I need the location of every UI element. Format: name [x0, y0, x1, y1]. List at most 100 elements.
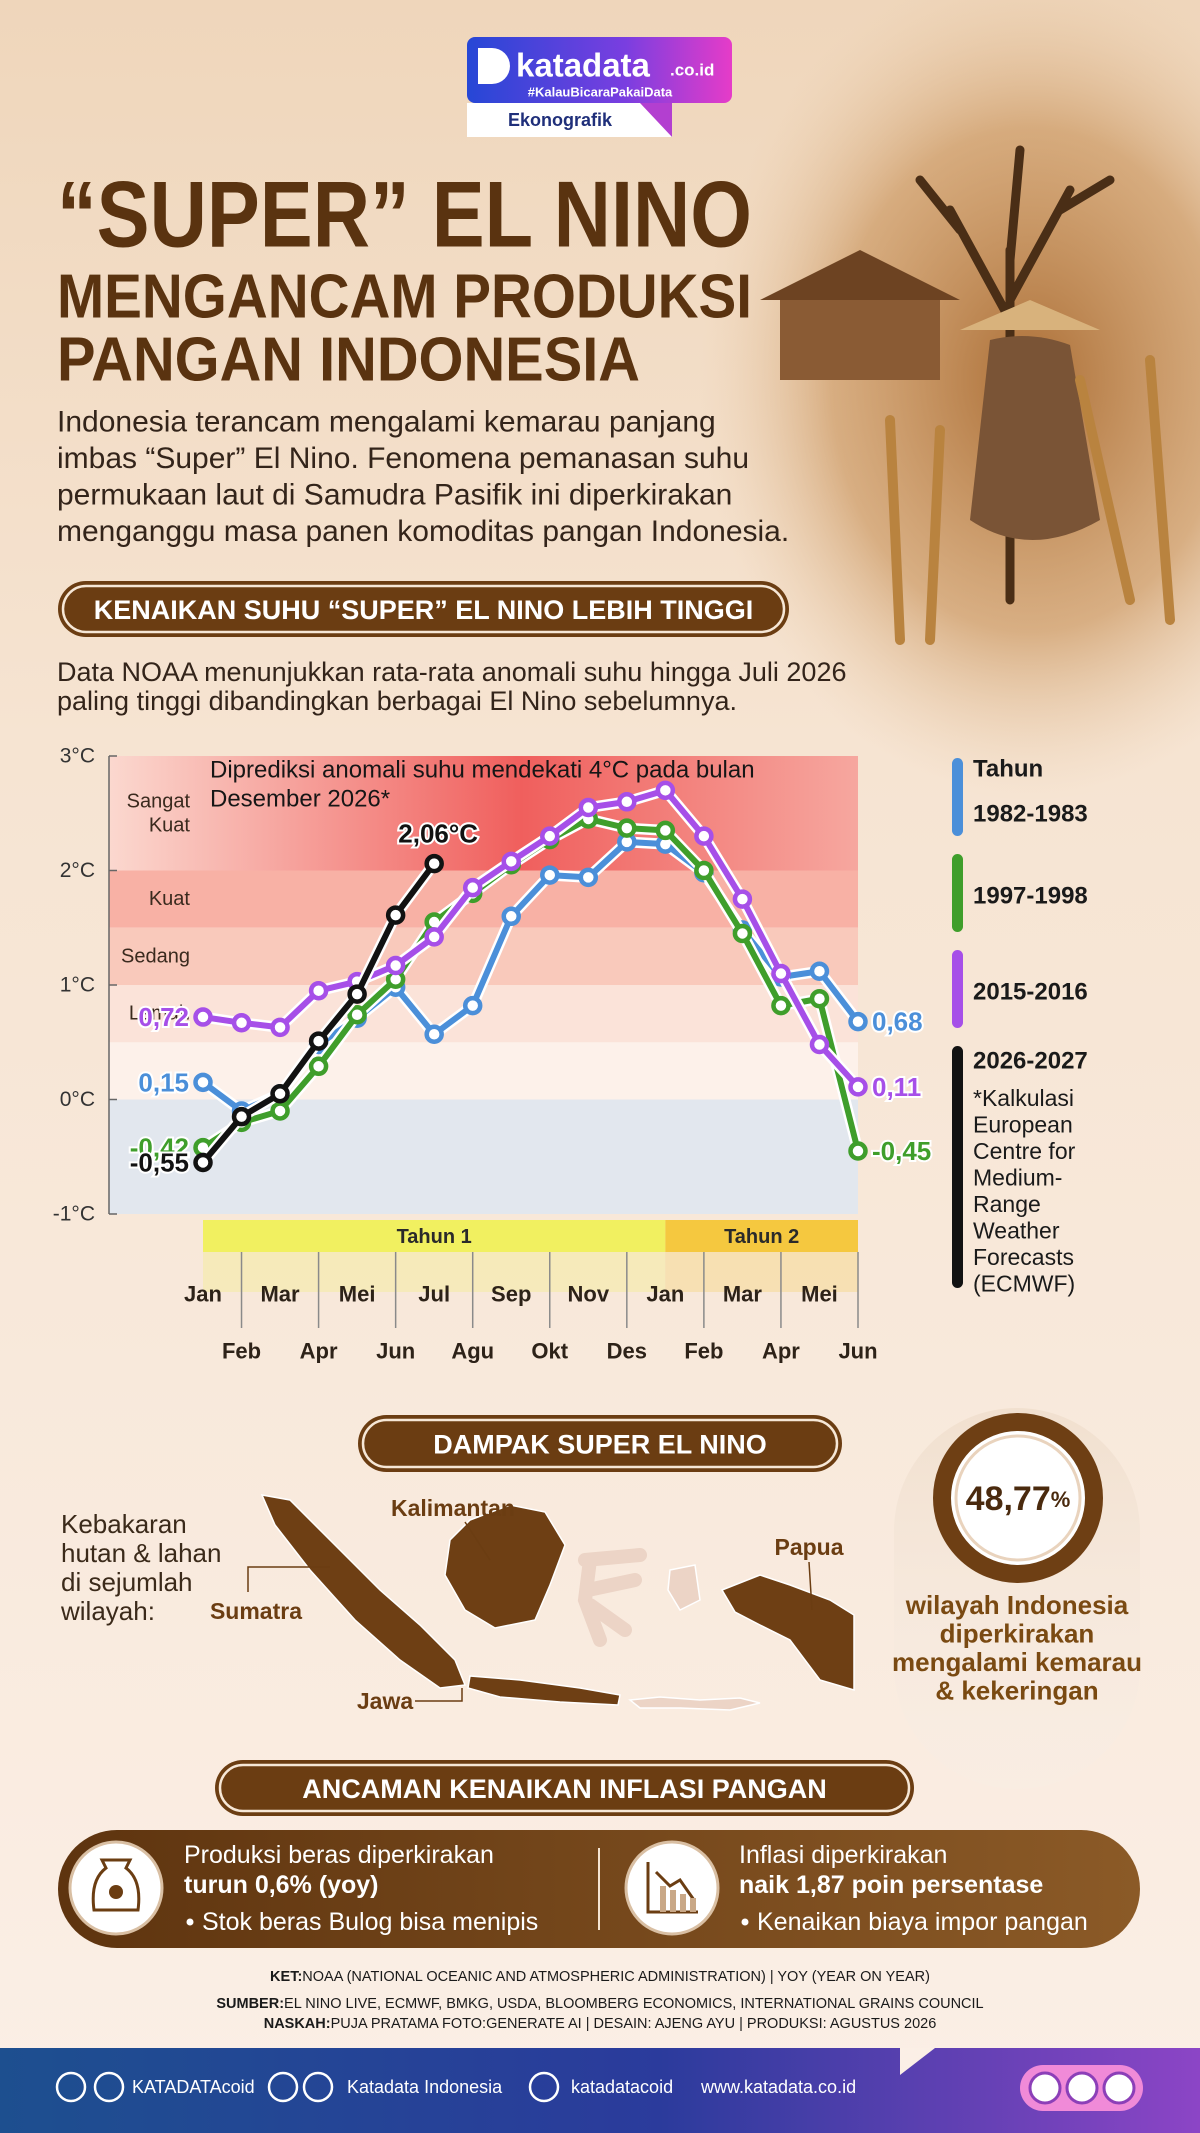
point — [578, 797, 599, 818]
point — [848, 1077, 868, 1097]
y-tick-label: -1°C — [53, 1203, 95, 1226]
icon-bar — [680, 1894, 686, 1912]
intensity-band — [109, 985, 858, 1043]
point — [655, 820, 676, 841]
point — [385, 955, 406, 976]
x-tick-label: Apr — [300, 1339, 338, 1364]
intro-line: imbas “Super” El Nino. Fenomena pemanasa… — [57, 442, 749, 475]
annotation: Diprediksi anomali suhu mendekati 4°C pa… — [210, 757, 755, 784]
x-tick-label: Des — [607, 1339, 647, 1364]
point — [308, 1031, 329, 1051]
point — [462, 877, 483, 898]
y-tick-label: 0°C — [60, 1088, 95, 1111]
point — [308, 980, 329, 1001]
footer-bar — [0, 2048, 1200, 2133]
intro-line: menganggu masa panen komoditas pangan In… — [57, 515, 789, 548]
footnote-line: (ECMWF) — [973, 1271, 1075, 1297]
x-tick-label: Mar — [723, 1282, 763, 1307]
inflation-line: turun 0,6% (yoy) — [184, 1871, 378, 1899]
island-papua — [720, 1574, 855, 1692]
heading-pill — [358, 1415, 842, 1472]
social-handle: katadatacoid — [571, 2077, 673, 2097]
footnote-line: Weather — [973, 1218, 1060, 1244]
value-label: -0,45 — [872, 1136, 931, 1166]
period-glow — [665, 1252, 858, 1292]
heading-text: DAMPAK SUPER EL NINO — [433, 1430, 767, 1460]
point — [270, 1017, 290, 1038]
logo-tab-corner — [640, 103, 672, 137]
region-label: Papua — [774, 1534, 843, 1560]
share-number: 48,77 — [966, 1480, 1051, 1518]
value-label: 0,68 — [872, 1007, 923, 1037]
point — [848, 1141, 868, 1161]
note-label: SUMBER: — [216, 1996, 284, 2012]
point — [347, 984, 367, 1004]
band-label: Kuat — [149, 814, 191, 836]
footer-note: KET:NOAA (NATIONAL OCEANIC AND ATMOSPHER… — [270, 1969, 930, 1985]
icon-bar — [690, 1898, 696, 1912]
island-nusa-tenggara — [628, 1696, 761, 1711]
x-tick-label: Apr — [762, 1339, 800, 1364]
social-handle: KATADATAcoid — [132, 2077, 255, 2097]
drought-line: & kekeringan — [935, 1676, 1098, 1706]
fire-line: di sejumlah — [61, 1567, 193, 1597]
region-label: Kalimantan — [391, 1495, 515, 1521]
point — [385, 905, 406, 925]
icon-bar — [660, 1886, 666, 1912]
social-icon — [93, 2071, 125, 2103]
point — [732, 889, 753, 909]
region-label: Sumatra — [210, 1598, 302, 1624]
y-tick-label: 2°C — [60, 859, 95, 882]
inflation-line: Produksi beras diperkirakan — [184, 1841, 494, 1869]
inflation-bullet: Stok beras Bulog bisa menipis — [202, 1908, 538, 1936]
island-jawa — [467, 1675, 621, 1706]
note-label: NASKAH: — [264, 2016, 331, 2032]
period-label: Tahun 2 — [724, 1226, 799, 1248]
point — [809, 988, 830, 1009]
value-label: -0,55 — [130, 1147, 189, 1177]
x-tick-label: Feb — [222, 1339, 261, 1364]
farmer — [970, 336, 1100, 540]
logo-domain: .co.id — [670, 61, 714, 80]
x-tick-label: Agu — [451, 1339, 494, 1364]
inflation-bullet: Kenaikan biaya impor pangan — [757, 1908, 1088, 1936]
social-handle: www.katadata.co.id — [700, 2077, 856, 2097]
x-tick-label: Sep — [491, 1282, 531, 1307]
share-unit: % — [1051, 1487, 1071, 1512]
point — [231, 1013, 252, 1033]
point — [540, 865, 560, 885]
heading-pill-outline — [218, 1763, 911, 1813]
logo-brand: katadata — [516, 47, 651, 84]
point — [809, 961, 830, 982]
point — [462, 995, 483, 1016]
legend-swatch — [952, 950, 963, 1028]
point — [501, 851, 521, 872]
heading-pill-outline — [361, 1418, 839, 1469]
note-text: EL NINO LIVE, ECMWF, BMKG, USDA, BLOOMBE… — [284, 1996, 984, 2012]
x-tick-label: Jul — [418, 1282, 450, 1307]
heading-pill — [215, 1760, 914, 1816]
point — [771, 995, 791, 1016]
heading-pill — [58, 581, 789, 637]
legend-label: 2015-2016 — [973, 979, 1088, 1006]
point — [193, 1007, 213, 1027]
negative-zone — [109, 1099, 858, 1214]
legend-swatch — [952, 854, 963, 932]
period-bar — [665, 1220, 858, 1252]
value-label: 0,11 — [872, 1072, 921, 1102]
note-text: NOAA (NATIONAL OCEANIC AND ATMOSPHERIC A… — [302, 1969, 930, 1985]
social-icon — [528, 2071, 560, 2103]
point — [578, 867, 599, 888]
social-icon — [302, 2071, 334, 2103]
band-label: Lemah — [129, 1003, 190, 1025]
island-sulawesi — [577, 1548, 647, 1647]
inflation-line: Inflasi diperkirakan — [739, 1841, 947, 1869]
island-kalimantan — [444, 1504, 566, 1629]
icon-rice-sack — [91, 1858, 141, 1912]
x-tick-label: Jun — [838, 1339, 877, 1364]
social-handle: Katadata Indonesia — [347, 2077, 503, 2097]
band-label: Kuat — [149, 888, 191, 910]
fire-line: Kebakaran — [61, 1509, 187, 1539]
point — [501, 906, 521, 927]
